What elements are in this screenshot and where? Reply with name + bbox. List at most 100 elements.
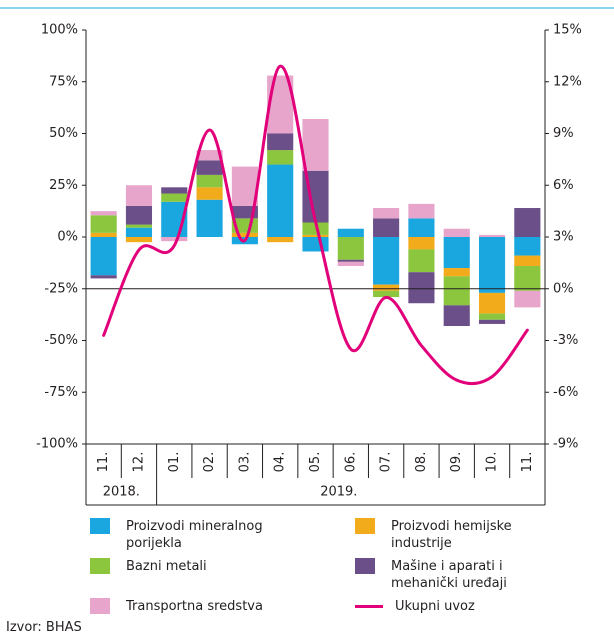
bar-segment — [302, 234, 329, 237]
bar-segment — [443, 305, 470, 327]
bar-segment — [373, 284, 400, 291]
x-tick-label: 11. — [520, 452, 535, 473]
bar-segment — [443, 268, 470, 277]
bar-segment — [514, 290, 541, 308]
x-tick-label: 02. — [202, 452, 217, 473]
x-tick-label: 10. — [485, 452, 500, 473]
bar-segment — [443, 276, 470, 306]
legend-label: Ukupni uvoz — [395, 599, 475, 614]
bar-segment — [337, 261, 364, 266]
y-tick-label: -25% — [44, 281, 78, 296]
legend-swatch — [90, 518, 110, 534]
bar-segment — [90, 215, 117, 233]
bar-segment — [161, 237, 188, 242]
bar-segment — [302, 222, 329, 235]
bar-segment — [408, 203, 435, 219]
bar-segment — [196, 187, 223, 200]
legend-item: Proizvodi hemijske industrije — [355, 518, 610, 552]
bar-segment — [514, 237, 541, 256]
x-tick-label: 06. — [343, 452, 358, 473]
legend-label: Mašine i aparati i mehanički uređaji — [391, 559, 507, 591]
x-tick-label: 04. — [273, 452, 288, 473]
bar-segment — [514, 265, 541, 291]
bar-segment — [478, 234, 506, 237]
y2-tick-label: 0% — [553, 281, 574, 296]
bar-segment — [196, 150, 223, 161]
x-tick-label: 01. — [167, 452, 182, 473]
bar-segment — [373, 208, 400, 219]
x-tick-label: 05. — [308, 452, 323, 473]
bar-segment — [373, 218, 400, 237]
y2-tick-label: 9% — [553, 126, 574, 141]
bar-segment — [90, 237, 117, 276]
legend-swatch — [90, 558, 110, 574]
y-tick-label: 75% — [49, 74, 78, 89]
legend-label: Bazni metali — [126, 559, 207, 574]
bar-segment — [161, 187, 188, 194]
bar-segment — [302, 237, 329, 252]
y-tick-label: -100% — [36, 437, 78, 452]
bar-segment — [196, 174, 223, 188]
bar-segment — [443, 228, 470, 237]
y-tick-label: 25% — [49, 178, 78, 193]
bar-segment — [196, 160, 223, 175]
x-tick-label: 07. — [379, 452, 394, 473]
legend-swatch — [355, 518, 375, 534]
bar-segment — [408, 272, 435, 304]
source: Izvor: BHAS — [6, 620, 82, 635]
legend-item: Ukupni uvoz — [355, 598, 610, 624]
bar-segment — [514, 255, 541, 266]
bar-segment — [267, 164, 294, 237]
y-tick-label: 50% — [49, 126, 78, 141]
bar-segment — [443, 237, 470, 269]
bar-segment — [373, 290, 400, 298]
bar-segment — [125, 227, 153, 237]
legend-item: Proizvodi mineralnog porijekla — [90, 518, 355, 552]
legend-item: Mašine i aparati i mehanički uređaji — [355, 558, 610, 592]
bar-segment — [478, 313, 506, 320]
y2-tick-label: 3% — [553, 230, 574, 245]
legend-label: Proizvodi hemijske industrije — [391, 519, 512, 551]
y-tick-label: -75% — [44, 385, 78, 400]
bar-segment — [478, 292, 506, 314]
x-tick-label: 08. — [414, 452, 429, 473]
bar-segment — [337, 228, 364, 237]
bar-segment — [337, 259, 364, 262]
bar-segment — [514, 208, 541, 237]
bar-segment — [125, 185, 153, 206]
legend-swatch — [355, 558, 375, 574]
bar-segment — [478, 237, 506, 293]
bar-segment — [161, 193, 188, 202]
bar-segment — [231, 232, 258, 237]
bar-segment — [408, 249, 435, 273]
x-tick-label: 12. — [131, 452, 146, 473]
legend-swatch — [355, 605, 383, 608]
y2-tick-label: 12% — [553, 74, 582, 89]
x-tick-label: 11. — [96, 452, 111, 473]
bar-segment — [337, 237, 364, 260]
bar-segment — [408, 237, 435, 250]
y2-tick-label: -9% — [553, 437, 578, 452]
bar-segment — [125, 205, 153, 225]
bar-segment — [125, 224, 153, 228]
bar-segment — [373, 237, 400, 285]
y2-tick-label: -3% — [553, 333, 578, 348]
bar-segment — [125, 237, 153, 243]
bar-segment — [408, 218, 435, 237]
bar-segment — [267, 133, 294, 151]
legend-swatch — [90, 598, 110, 614]
bar-segment — [90, 275, 117, 279]
legend-item: Bazni metali — [90, 558, 355, 592]
bar-segment — [267, 150, 294, 165]
x-tick-label: 09. — [449, 452, 464, 473]
bar-segment — [267, 237, 294, 243]
bar-segment — [90, 211, 117, 216]
y-tick-label: 100% — [41, 23, 78, 38]
year-label: 2019. — [320, 485, 357, 500]
y2-tick-label: 6% — [553, 178, 574, 193]
y2-tick-label: -6% — [553, 385, 578, 400]
year-label: 2018. — [103, 485, 140, 500]
y2-tick-label: 15% — [553, 23, 582, 38]
bar-segment — [196, 199, 223, 237]
